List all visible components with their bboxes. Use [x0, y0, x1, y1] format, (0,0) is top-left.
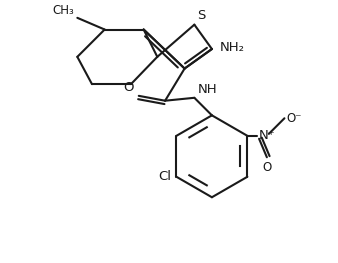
- Text: Cl: Cl: [159, 170, 172, 183]
- Text: O: O: [123, 81, 134, 94]
- Text: O: O: [262, 161, 271, 174]
- Text: NH: NH: [197, 83, 217, 96]
- Text: N⁺: N⁺: [259, 129, 276, 142]
- Text: NH₂: NH₂: [220, 41, 245, 54]
- Text: S: S: [197, 9, 206, 22]
- Text: O⁻: O⁻: [286, 112, 302, 125]
- Text: CH₃: CH₃: [53, 4, 74, 17]
